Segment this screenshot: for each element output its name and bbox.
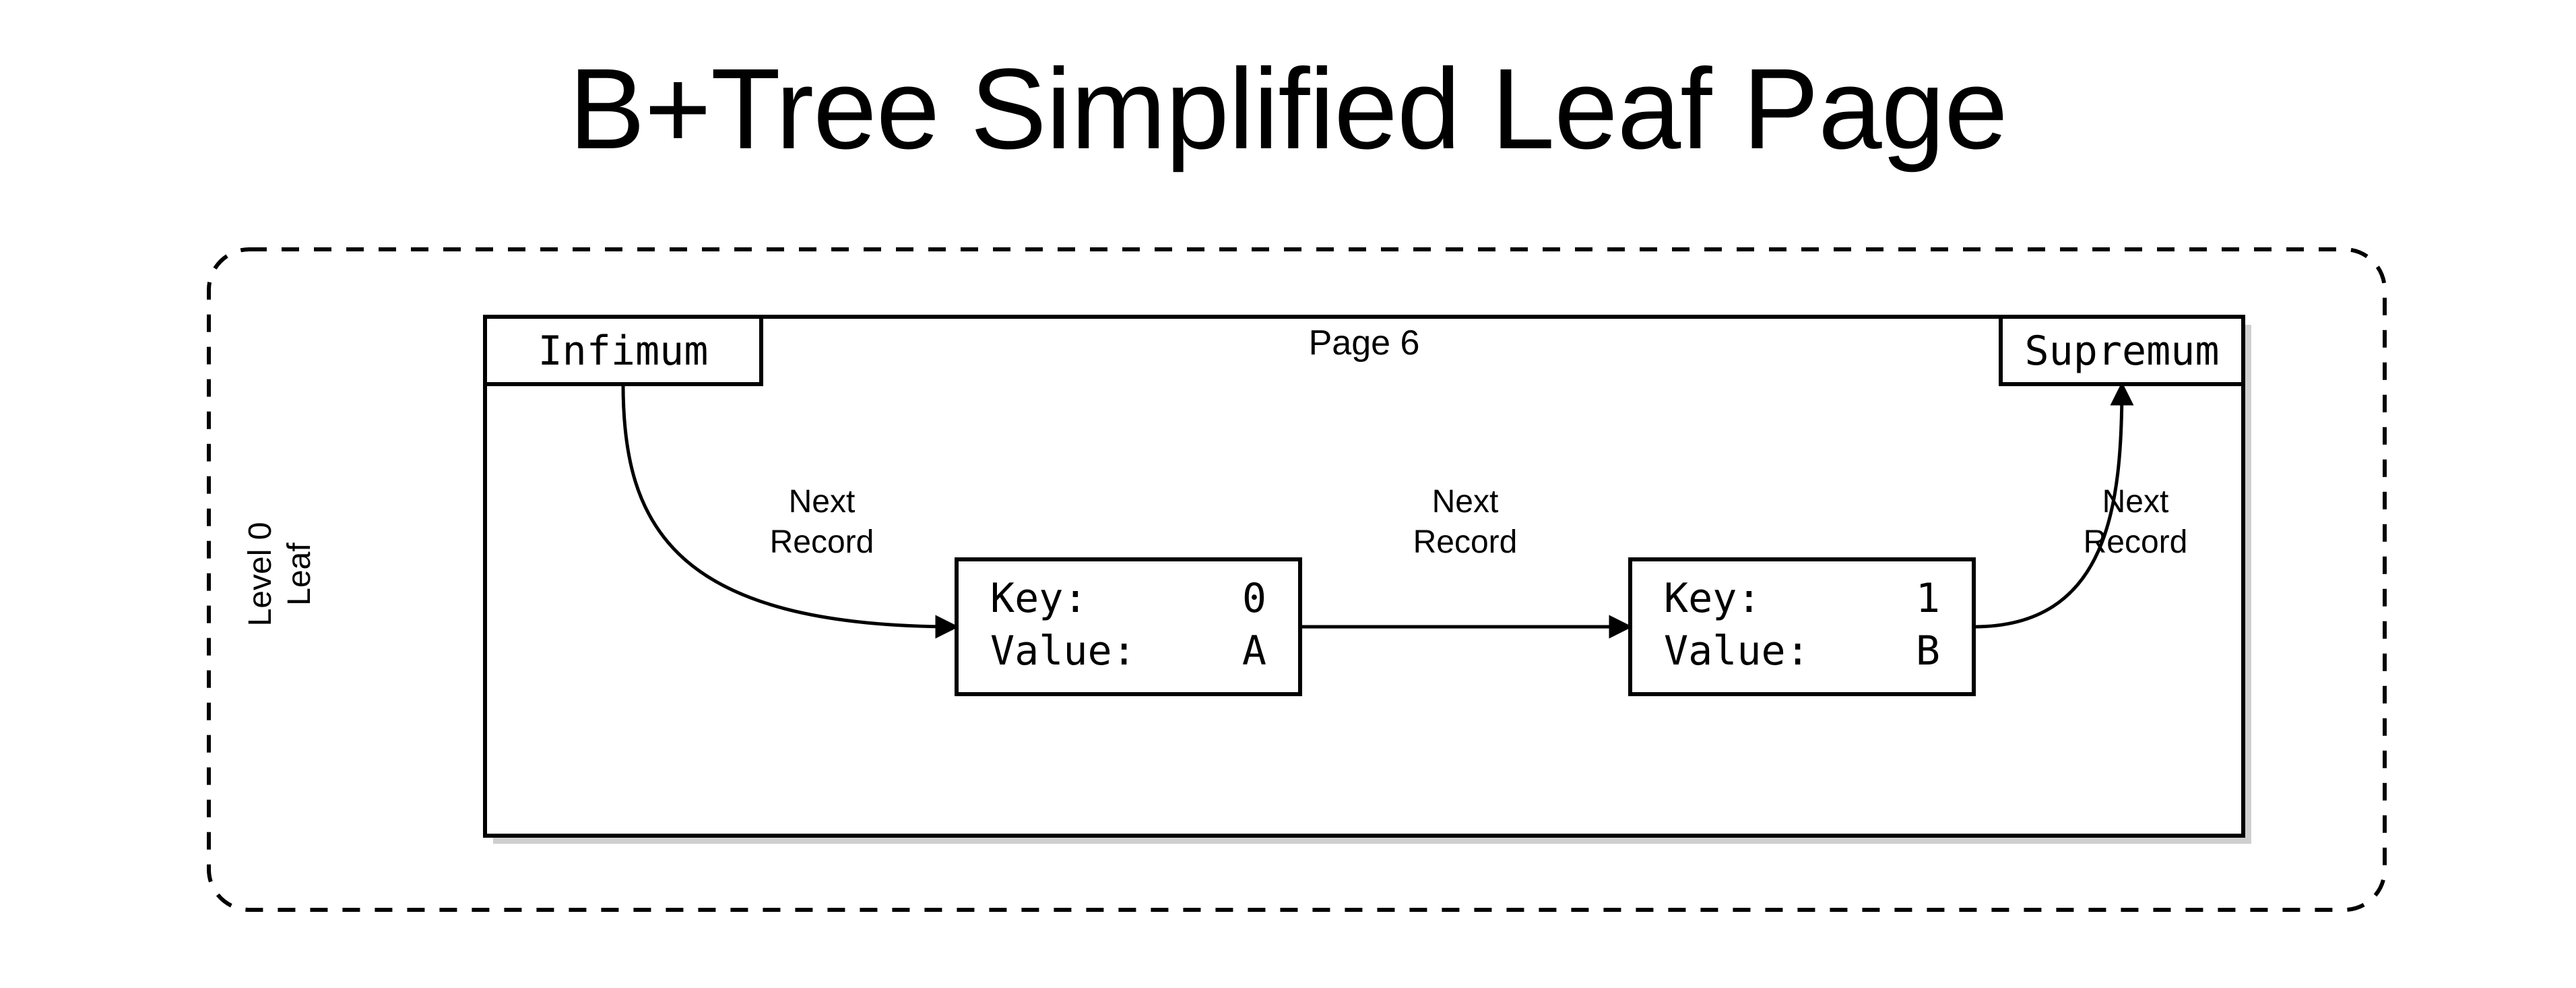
arrow-label: Next [789, 484, 856, 520]
arrow-label: Record [1413, 524, 1518, 560]
record-key-label: Key: [1664, 575, 1762, 622]
diagram-title: B+Tree Simplified Leaf Page [569, 45, 2007, 173]
supremum-tab-label: Supremum [2025, 328, 2220, 375]
record-key-value: 1 [1916, 575, 1940, 622]
arrow-label: Record [770, 524, 874, 560]
page-label: Page 6 [1309, 323, 1420, 363]
record-key-value: 0 [1242, 575, 1266, 622]
record-key-label: Key: [990, 575, 1088, 622]
arrow-label: Next [1432, 484, 1499, 520]
svg-text:Leaf: Leaf [282, 543, 317, 606]
svg-text:Level 0: Level 0 [243, 522, 278, 627]
page-box [485, 317, 2243, 836]
record-value-value: A [1242, 627, 1266, 675]
record-value-label: Value: [1664, 627, 1810, 675]
arrow-label: Record [2084, 524, 2188, 560]
record-value-label: Value: [990, 627, 1136, 675]
arrow-label: Next [2102, 484, 2169, 520]
record-value-value: B [1916, 627, 1940, 675]
infimum-tab-label: Infimum [538, 328, 709, 375]
